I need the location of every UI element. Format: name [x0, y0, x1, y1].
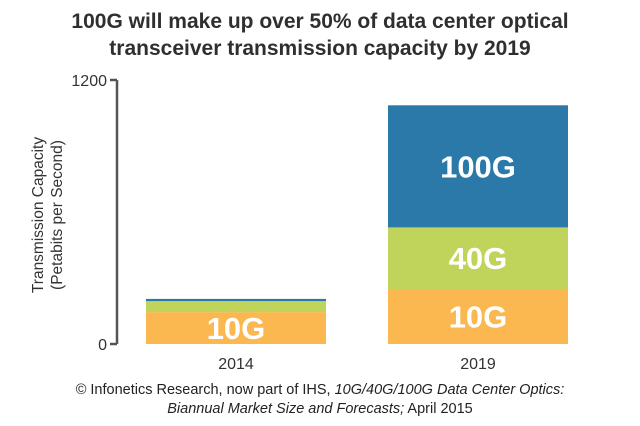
x-tick-label-2019: 2019	[460, 356, 496, 373]
bar-2014-10G	[146, 312, 326, 344]
chart-title-line1: 100G will make up over 50% of data cente…	[71, 10, 569, 33]
source-text-1: © Infonetics Research, now part of IHS,	[75, 382, 335, 398]
labels-group: 10G 2014 10G 40G 100G 2019	[207, 149, 516, 373]
source-text-4: April 2015	[404, 401, 473, 417]
segment-label-2019-10G: 10G	[449, 300, 508, 335]
x-tick-label-2014: 2014	[218, 356, 254, 373]
bar-2019-10G	[388, 289, 568, 344]
y-axis: 0 1200	[71, 73, 119, 354]
segment-label-2019-40G: 40G	[449, 241, 508, 276]
y-tick-label-0: 0	[98, 337, 107, 354]
segment-label-2019-100G: 100G	[440, 149, 516, 184]
bar-2019-100G	[388, 105, 568, 228]
y-tick-label-1200: 1200	[71, 73, 107, 90]
source-footer: © Infonetics Research, now part of IHS, …	[0, 381, 640, 419]
chart-title: 100G will make up over 50% of data cente…	[0, 8, 640, 62]
source-text-3: Biannual Market Size and Forecasts;	[167, 401, 405, 417]
chart-title-line2: transceiver transmission capacity by 201…	[109, 37, 531, 60]
source-line2: Biannual Market Size and Forecasts; Apri…	[0, 400, 640, 419]
source-line1: © Infonetics Research, now part of IHS, …	[0, 381, 640, 400]
bar-2014-40G	[146, 301, 326, 313]
bar-2014-100G	[146, 298, 326, 302]
source-text-2: 10G/40G/100G Data Center Optics:	[334, 382, 565, 398]
bars-group	[146, 105, 568, 344]
segment-label-2014-10G: 10G	[207, 311, 266, 346]
bar-2019-40G	[388, 227, 568, 289]
